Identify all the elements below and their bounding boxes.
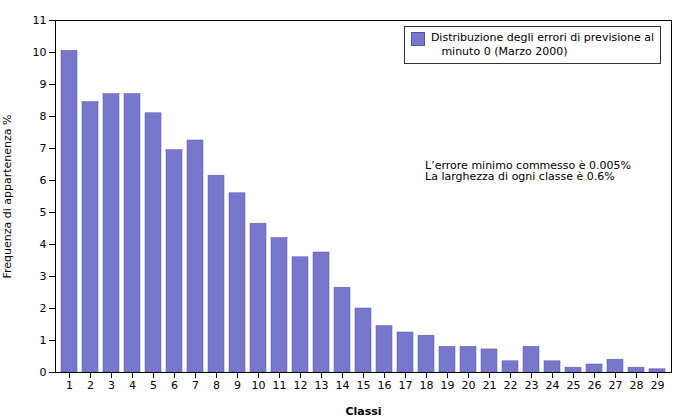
- svg-text:7: 7: [192, 379, 199, 392]
- svg-text:27: 27: [609, 379, 623, 392]
- svg-text:23: 23: [525, 379, 539, 392]
- svg-text:5: 5: [40, 206, 47, 219]
- svg-text:2: 2: [87, 379, 94, 392]
- svg-text:1: 1: [40, 334, 47, 347]
- svg-text:4: 4: [129, 379, 136, 392]
- svg-text:24: 24: [546, 379, 560, 392]
- svg-text:12: 12: [294, 379, 308, 392]
- html-text:Distribuzione degli errori di: Distribuzione degli errori di previsione…: [430, 31, 654, 58]
- svg-text:6: 6: [40, 174, 47, 187]
- svg-text:Frequenza di appartenenza %: Frequenza di appartenenza %: [1, 114, 14, 278]
- svg-text:4: 4: [40, 238, 47, 251]
- svg-text:3: 3: [40, 270, 47, 283]
- svg-text:3: 3: [108, 379, 115, 392]
- svg-text:21: 21: [483, 379, 497, 392]
- svg-text:20: 20: [462, 379, 476, 392]
- svg-text:15: 15: [357, 379, 371, 392]
- svg-text:11: 11: [33, 14, 47, 27]
- svg-text:6: 6: [171, 379, 178, 392]
- svg-text:9: 9: [234, 379, 241, 392]
- svg-text:16: 16: [378, 379, 392, 392]
- svg-text:19: 19: [441, 379, 455, 392]
- svg-text:10: 10: [33, 46, 47, 59]
- svg-text:1: 1: [66, 379, 73, 392]
- svg-text:9: 9: [40, 78, 47, 91]
- svg-text:2: 2: [40, 302, 47, 315]
- svg-text:13: 13: [315, 379, 329, 392]
- svg-text:L’errore minimo commesso è 0.0: L’errore minimo commesso è 0.005%La larg…: [425, 159, 631, 183]
- svg-text:8: 8: [213, 379, 220, 392]
- svg-text:26: 26: [588, 379, 602, 392]
- svg-text:22: 22: [504, 379, 518, 392]
- svg-text:10: 10: [252, 379, 266, 392]
- svg-text:5: 5: [150, 379, 157, 392]
- svg-text:14: 14: [336, 379, 350, 392]
- svg-text:18: 18: [420, 379, 434, 392]
- svg-text:25: 25: [567, 379, 581, 392]
- svg-text:0: 0: [40, 366, 47, 379]
- svg-text:17: 17: [399, 379, 413, 392]
- svg-text:28: 28: [630, 379, 644, 392]
- svg-text:11: 11: [273, 379, 287, 392]
- svg-text:8: 8: [40, 110, 47, 123]
- svg-text:7: 7: [40, 142, 47, 155]
- svg-text:Classi: Classi: [345, 405, 381, 417]
- svg-text:29: 29: [651, 379, 665, 392]
